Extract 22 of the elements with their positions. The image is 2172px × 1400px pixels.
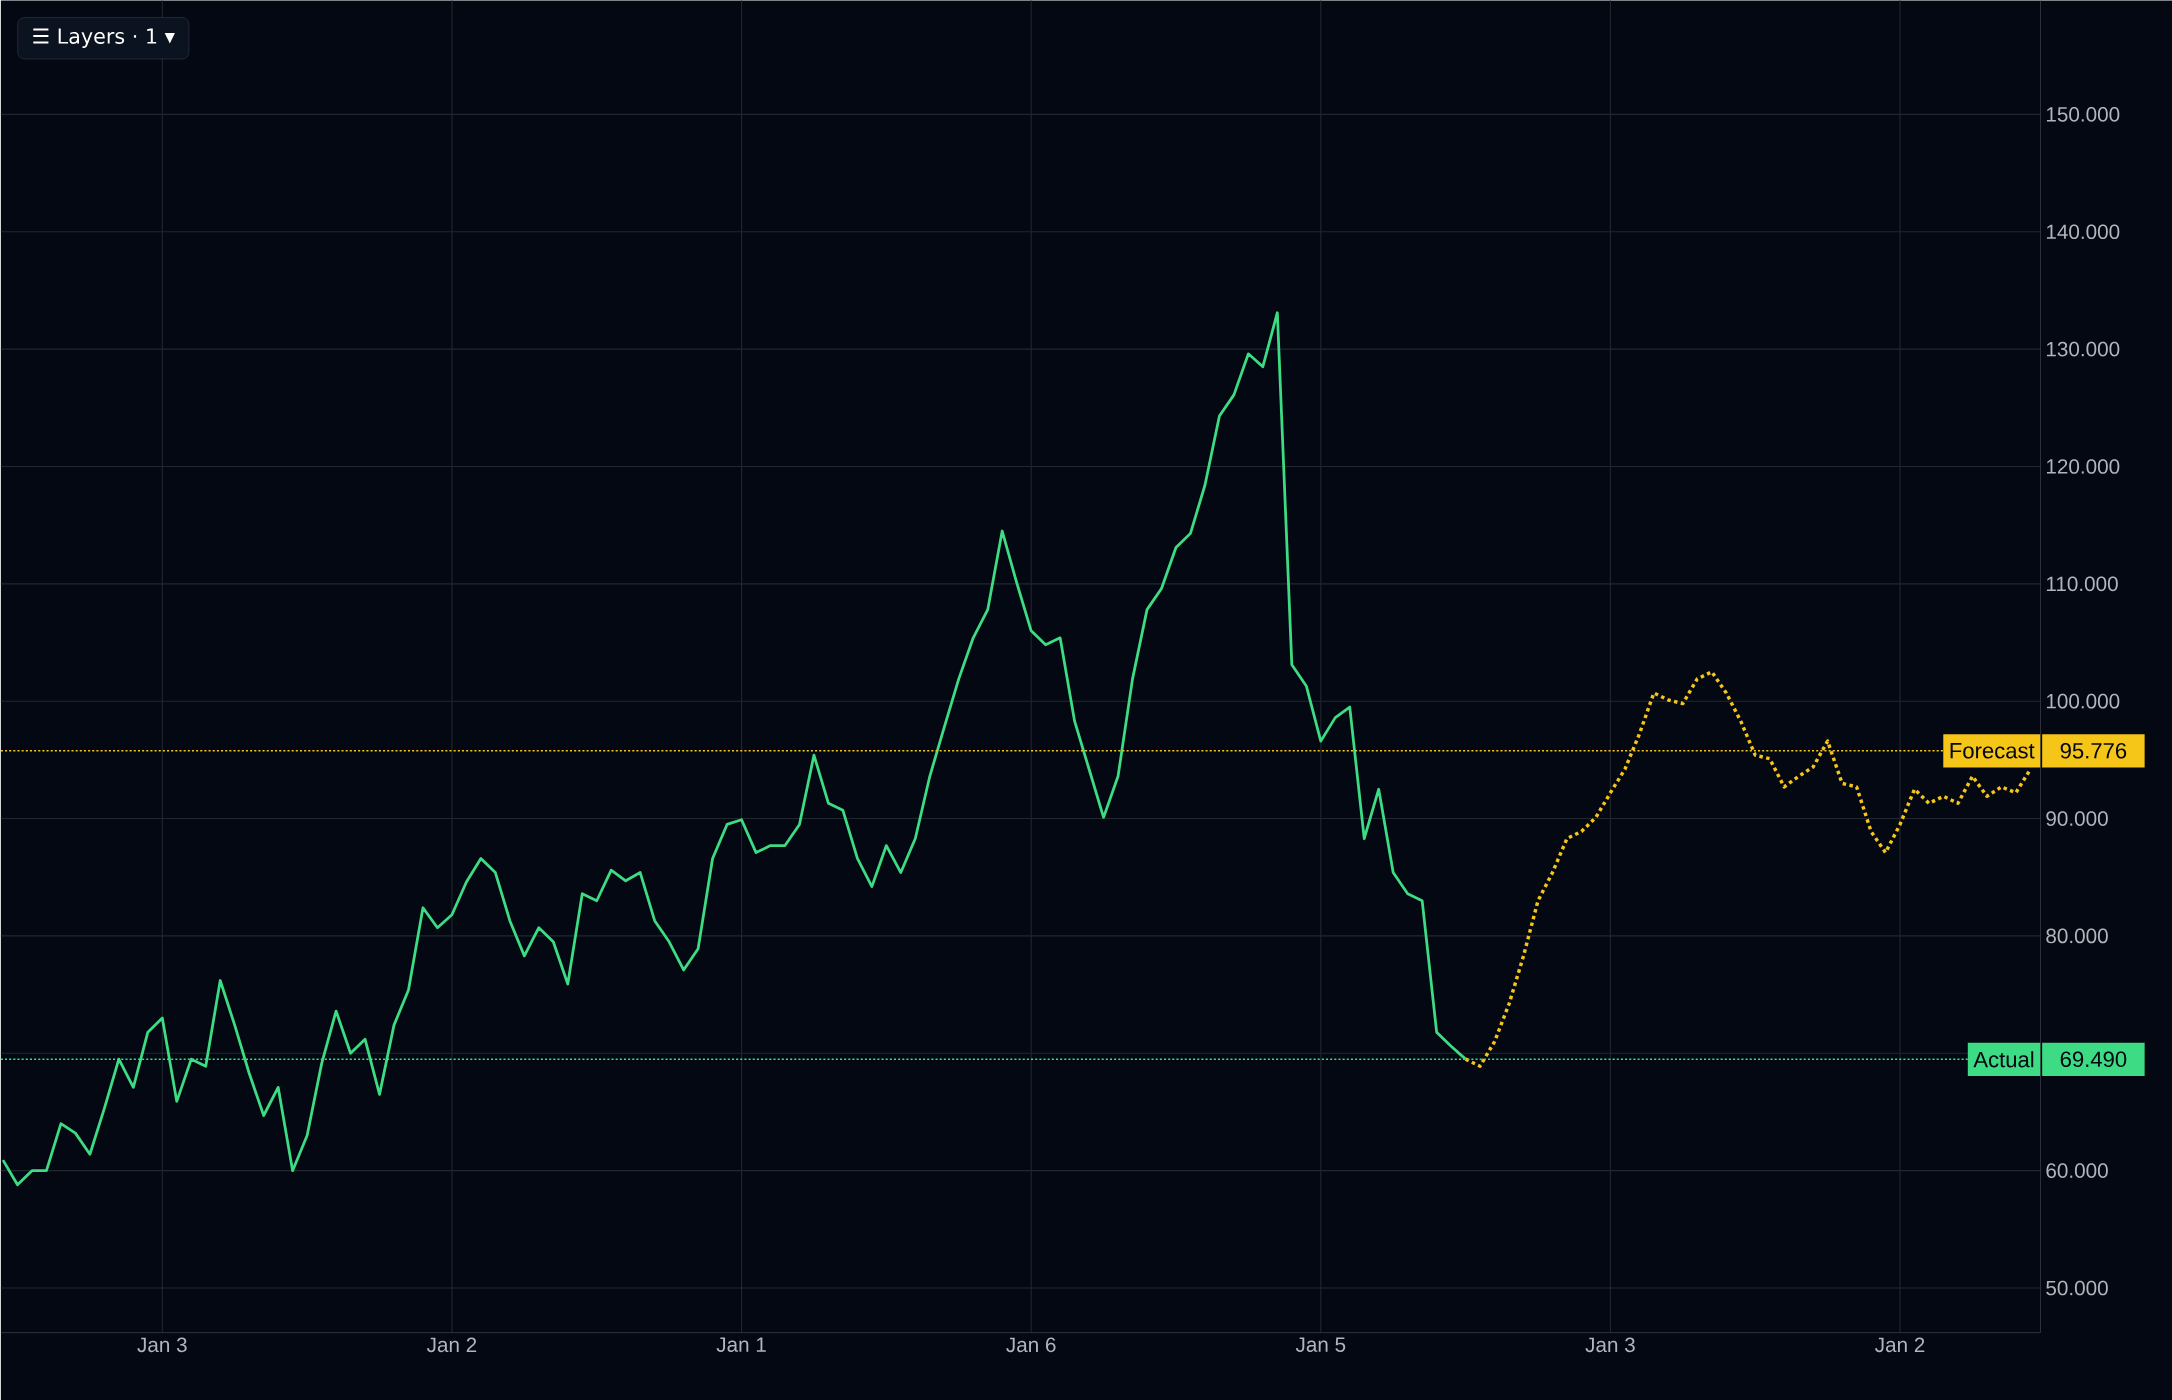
y-tick-label: 150.000 bbox=[2046, 106, 2120, 122]
x-tick-label: Jan 3 bbox=[137, 1337, 187, 1352]
x-tick-label: Jan 6 bbox=[1006, 1337, 1056, 1352]
y-tick-label: 80.000 bbox=[2046, 928, 2108, 944]
y-tick-label: 100.000 bbox=[2046, 693, 2120, 709]
y-tick-label: 90.000 bbox=[2046, 811, 2108, 826]
ref-line-label: Forecast bbox=[1950, 742, 2035, 759]
y-tick-label: 50.000 bbox=[2046, 1280, 2108, 1296]
annotation: ☰ Layers · 1 ▾ bbox=[33, 28, 175, 48]
x-tick-label: Jan 2 bbox=[426, 1337, 477, 1352]
y-tick-label: 60.000 bbox=[2046, 1163, 2108, 1178]
y-tick-label: 110.000 bbox=[2046, 576, 2118, 591]
x-tick-label: Jan 3 bbox=[1585, 1337, 1635, 1352]
y-tick-label: 120.000 bbox=[2046, 458, 2120, 474]
y-tick-label: 130.000 bbox=[2046, 341, 2120, 357]
x-tick-label: Jan 5 bbox=[1295, 1337, 1346, 1352]
text: 69.490 bbox=[2060, 1051, 2127, 1067]
x-tick-label: Jan 1 bbox=[716, 1337, 766, 1352]
x-tick-label: Jan 2 bbox=[1875, 1337, 1925, 1352]
y-tick-label: 140.000 bbox=[2046, 224, 2120, 239]
ref-line-label: Actual bbox=[1973, 1050, 2034, 1068]
text: 95.776 bbox=[2060, 742, 2127, 759]
